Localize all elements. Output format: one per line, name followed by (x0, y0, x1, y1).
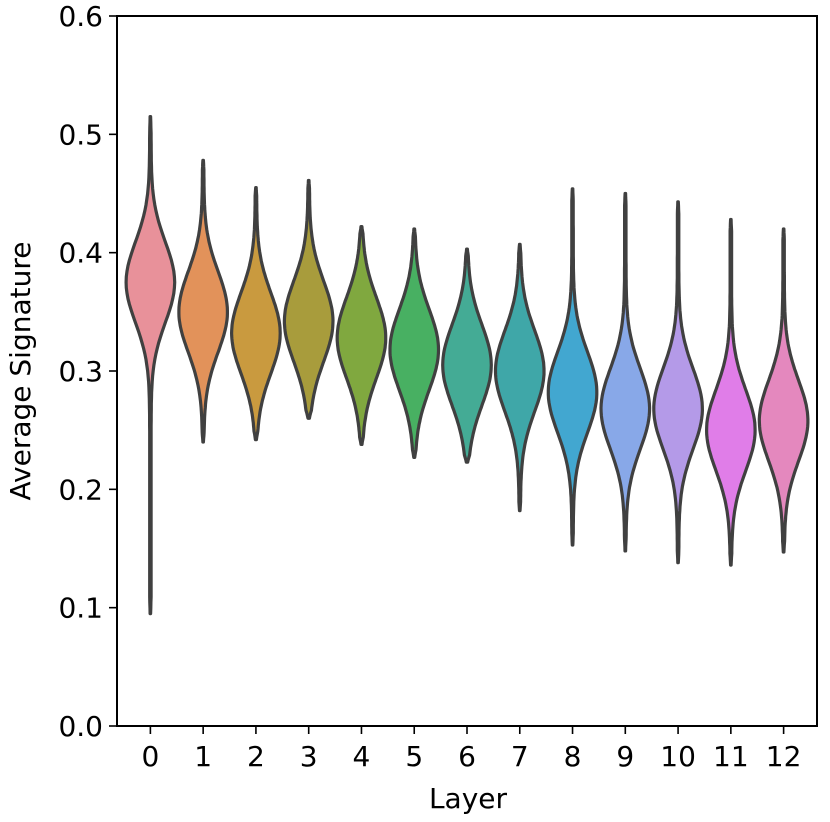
x-tick-label: 9 (616, 740, 634, 773)
violin-layer-12 (757, 227, 810, 554)
x-tick-label: 10 (660, 740, 696, 773)
violin-layer-3 (282, 178, 335, 420)
y-tick-label: 0.6 (58, 0, 103, 33)
x-axis-title: Layer (429, 782, 508, 815)
x-tick-label: 0 (141, 740, 159, 773)
violin-group (124, 115, 810, 616)
x-tick-label: 8 (564, 740, 582, 773)
violin-layer-9 (599, 191, 652, 553)
x-tick-label: 4 (353, 740, 371, 773)
y-tick-label: 0.4 (58, 237, 103, 270)
x-tick-label: 3 (300, 740, 318, 773)
y-tick-label: 0.0 (58, 710, 103, 743)
y-tick-label: 0.1 (58, 592, 103, 625)
x-tick-label: 7 (511, 740, 529, 773)
x-tick-label: 5 (405, 740, 423, 773)
x-axis: 0 1 2 3 4 5 6 7 8 9 10 11 12 (141, 726, 801, 773)
y-tick-label: 0.5 (58, 118, 103, 151)
x-tick-label: 1 (194, 740, 212, 773)
y-tick-label: 0.2 (58, 473, 103, 506)
x-tick-label: 2 (247, 740, 265, 773)
violin-layer-10 (652, 200, 704, 565)
violin-layer-6 (441, 247, 493, 464)
violin-layer-7 (493, 242, 546, 513)
violin-layer-11 (705, 217, 757, 567)
x-tick-label: 11 (713, 740, 749, 773)
violin-layer-2 (230, 186, 282, 442)
y-axis-title: Average Signature (4, 242, 37, 501)
violin-layer-0 (124, 115, 177, 616)
y-tick-label: 0.3 (58, 355, 103, 388)
violin-layer-4 (335, 225, 388, 446)
violin-layer-5 (388, 227, 441, 459)
violin-layer-1 (177, 158, 229, 444)
y-axis: 0.0 0.1 0.2 0.3 0.4 0.5 0.6 (58, 0, 117, 743)
x-tick-label: 6 (458, 740, 476, 773)
violin-layer-8 (546, 187, 599, 547)
x-tick-label: 12 (766, 740, 802, 773)
